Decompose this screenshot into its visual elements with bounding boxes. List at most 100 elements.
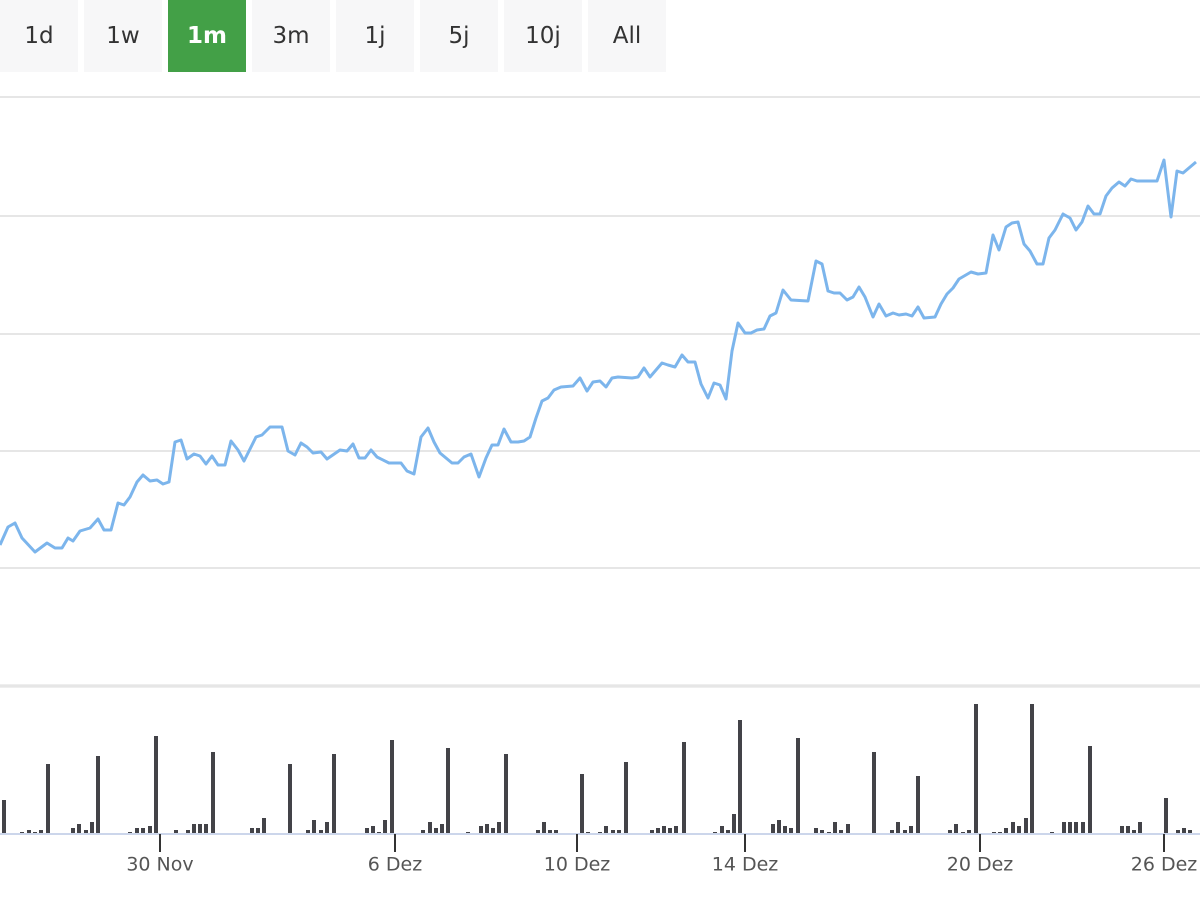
volume-bar <box>738 720 742 834</box>
volume-bar <box>192 824 196 834</box>
volume-bar <box>916 776 920 834</box>
volume-bar <box>796 738 800 834</box>
volume-bar <box>1164 798 1168 834</box>
volume-bar <box>446 748 450 834</box>
volume-bar <box>814 828 818 834</box>
volume-bar <box>604 826 608 834</box>
volume-bar <box>1132 830 1136 834</box>
x-tick-label: 30 Nov <box>126 854 193 876</box>
volume-bar <box>77 824 81 834</box>
volume-bar <box>434 828 438 834</box>
volume-bar <box>662 826 666 834</box>
volume-bar <box>1030 704 1034 834</box>
volume-bar <box>820 830 824 834</box>
volume-bar <box>777 820 781 834</box>
volume-bar <box>1176 830 1180 834</box>
range-selector: 1d 1w 1m 3m 1j 5j 10j All <box>0 0 666 72</box>
volume-bar <box>536 830 540 834</box>
volume-bar <box>548 830 552 834</box>
volume-bar <box>365 828 369 834</box>
volume-bar <box>497 822 501 834</box>
volume-bar <box>1062 822 1066 834</box>
volume-bar <box>771 824 775 834</box>
volume-bar <box>174 830 178 834</box>
volume-bar <box>288 764 292 834</box>
volume-bar <box>306 830 310 834</box>
volume-bar <box>440 824 444 834</box>
volume-bar <box>46 764 50 834</box>
volume-bar <box>846 824 850 834</box>
volume-bar <box>390 740 394 834</box>
range-button[interactable]: 3m <box>252 0 330 72</box>
volume-bar <box>674 826 678 834</box>
volume-bar <box>1120 826 1124 834</box>
range-button[interactable]: 1w <box>84 0 162 72</box>
volume-bar <box>974 704 978 834</box>
volume-bar <box>1088 746 1092 834</box>
range-button[interactable]: 1m <box>168 0 246 72</box>
x-tick-label: 6 Dez <box>368 854 422 876</box>
volume-bar <box>1017 826 1021 834</box>
volume-bar <box>967 830 971 834</box>
volume-bar <box>1004 828 1008 834</box>
volume-bar <box>211 752 215 834</box>
volume-bar <box>668 828 672 834</box>
volume-bar <box>154 736 158 834</box>
volume-bar <box>624 762 628 834</box>
volume-bar <box>1068 822 1072 834</box>
volume-bar <box>732 814 736 834</box>
volume-bar <box>141 828 145 834</box>
volume-bar <box>421 830 425 834</box>
volume-bar <box>1138 822 1142 834</box>
volume-bar <box>491 828 495 834</box>
volume-bar <box>135 828 139 834</box>
volume-bar <box>580 774 584 834</box>
volume-bar <box>312 820 316 834</box>
x-tick-label: 26 Dez <box>1131 854 1198 876</box>
volume-bar <box>96 756 100 834</box>
volume-bar <box>903 830 907 834</box>
volume-bar <box>1188 830 1192 834</box>
range-button[interactable]: 5j <box>420 0 498 72</box>
volume-bar <box>789 828 793 834</box>
volume-bar <box>383 820 387 834</box>
volume-bar <box>371 826 375 834</box>
volume-bar <box>485 824 489 834</box>
volume-bar <box>833 822 837 834</box>
volume-bar <box>872 752 876 834</box>
volume-bar <box>896 822 900 834</box>
volume-bar <box>256 828 260 834</box>
range-button[interactable]: 10j <box>504 0 582 72</box>
volume-bar <box>948 830 952 834</box>
volume-bar <box>186 830 190 834</box>
volume-bar <box>650 830 654 834</box>
volume-bar <box>954 824 958 834</box>
volume-bar <box>479 826 483 834</box>
volume-bar <box>2 800 6 834</box>
volume-bar <box>39 830 43 834</box>
volume-bar <box>504 754 508 834</box>
volume-bar <box>84 830 88 834</box>
volume-bar <box>617 830 621 834</box>
volume-bar <box>1126 826 1130 834</box>
volume-bar <box>90 822 94 834</box>
x-tick-label: 10 Dez <box>544 854 611 876</box>
volume-bar <box>198 824 202 834</box>
volume-bar <box>720 826 724 834</box>
volume-bar <box>783 826 787 834</box>
range-button[interactable]: All <box>588 0 666 72</box>
range-button[interactable]: 1d <box>0 0 78 72</box>
volume-bar <box>909 826 913 834</box>
volume-bar <box>1081 822 1085 834</box>
volume-bar <box>250 828 254 834</box>
volume-bar <box>71 828 75 834</box>
volume-bar <box>325 822 329 834</box>
volume-bar <box>428 822 432 834</box>
volume-bar <box>542 822 546 834</box>
range-button[interactable]: 1j <box>336 0 414 72</box>
volume-bar <box>27 830 31 834</box>
volume-bar <box>1182 828 1186 834</box>
volume-bar <box>148 826 152 834</box>
